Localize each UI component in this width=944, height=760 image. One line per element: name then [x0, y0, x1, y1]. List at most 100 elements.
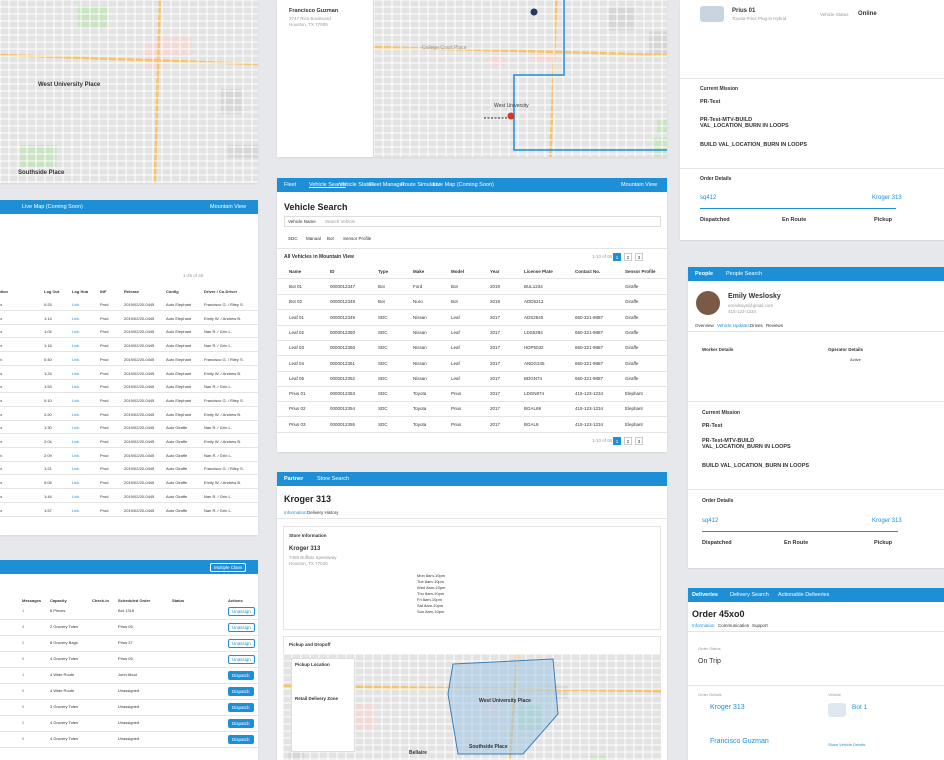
table-cell: 2019/02/20-0445 — [124, 480, 155, 486]
table-cell: 2017 — [490, 375, 501, 381]
table-cell: 2017 — [490, 329, 501, 335]
nav-item[interactable]: Fleet Manager — [369, 182, 405, 188]
page-button[interactable]: 3 — [635, 437, 643, 445]
table-cell: Francisco G. / Riley S. — [204, 356, 244, 362]
page-title: Order 45xo0 — [692, 609, 745, 619]
action-button[interactable]: Unassign — [228, 607, 255, 616]
table-cell: Leaf — [451, 375, 460, 381]
nav-item: Store Search — [317, 476, 350, 482]
tab[interactable]: Delivery History — [307, 510, 339, 515]
column-header: Capacity — [50, 598, 67, 603]
row-divider — [0, 715, 258, 716]
nav-item[interactable]: Live Map (Coming Soon) — [433, 182, 494, 188]
table-cell: 2017 — [490, 421, 501, 427]
row-divider — [277, 431, 667, 433]
scheduled-order: Bot 1318 — [118, 608, 135, 613]
search-input[interactable]: Search Vehicle — [325, 219, 356, 224]
link[interactable]: Show Vehicle Details — [828, 742, 866, 747]
table-cell: Auto Giraffe — [166, 480, 188, 486]
tab[interactable]: Reviews — [766, 323, 784, 328]
message-count: 2 — [22, 720, 25, 725]
step: En Route — [782, 217, 807, 223]
store-hours: Mon 8am-10pm — [417, 573, 446, 578]
table-cell: Link — [72, 466, 80, 472]
name: Francisco Guzman — [289, 8, 339, 14]
column-header: Log Out — [44, 289, 60, 294]
table-cell: SDC — [378, 314, 388, 320]
row-divider — [0, 515, 258, 517]
action-button[interactable]: Unassign — [228, 623, 255, 632]
row-divider — [0, 667, 258, 668]
table-cell: Auto Elephant — [166, 343, 192, 349]
column-header: Check-in — [92, 598, 109, 603]
action-button[interactable]: Unassign — [228, 639, 255, 648]
table-cell: PRN-Fyx — [0, 384, 3, 390]
table-cell: HDP5032 — [524, 345, 544, 351]
table-cell: 2:04 — [44, 439, 52, 444]
page-button[interactable]: 2 — [624, 253, 632, 261]
page-button[interactable]: 2 — [624, 437, 632, 445]
table-cell: Link — [72, 397, 80, 403]
section-title: Vehicle — [828, 692, 841, 697]
table-cell: Link — [72, 302, 80, 307]
scheduled-order: Unassigned — [118, 688, 140, 693]
table-cell: 1:44 — [44, 493, 52, 499]
map-shape — [288, 750, 305, 760]
action-button[interactable]: Dispatch — [228, 671, 254, 680]
nav-item[interactable]: Route Simulator — [401, 182, 441, 188]
row-divider — [0, 405, 258, 407]
tab[interactable]: Overview — [695, 323, 714, 328]
tab[interactable]: Information — [284, 510, 307, 515]
store: Kroger 313 — [872, 518, 902, 524]
filter[interactable]: Bot — [327, 236, 334, 241]
table-cell: 2019/02/20-0445 — [124, 356, 155, 362]
section-title: Order Details — [702, 498, 734, 504]
dropdown[interactable]: Multiple Clans — [210, 563, 247, 572]
table-cell: Prod — [100, 466, 109, 472]
table-cell: Prod — [100, 493, 109, 499]
table-cell: Auto Giraffe — [166, 425, 188, 431]
nav-item[interactable]: Fleet — [284, 182, 297, 188]
action-button[interactable]: Dispatch — [228, 719, 254, 728]
page-button[interactable]: 1 — [613, 437, 621, 445]
action-button[interactable]: Dispatch — [228, 687, 254, 696]
page-button[interactable]: 1 — [613, 253, 621, 261]
nav-item[interactable]: Mountain View — [621, 182, 657, 188]
page-button[interactable]: 3 — [635, 253, 643, 261]
page-title: Vehicle Search — [284, 202, 348, 212]
divider — [277, 278, 667, 279]
table-cell: ANDG345 — [524, 360, 545, 366]
table-cell: Nuro — [413, 299, 423, 305]
table-cell: 0000012347 — [330, 284, 356, 289]
nav-item[interactable]: Vehicle Search — [309, 182, 346, 188]
tab[interactable]: Support — [752, 623, 768, 628]
filter[interactable]: Manual — [306, 236, 321, 241]
table-cell: Prius 01 — [289, 391, 306, 397]
store-hours: Sat 8am-10pm — [417, 603, 444, 608]
row-divider — [0, 419, 258, 421]
table-cell: 2019/02/20-0445 — [124, 302, 155, 307]
table-cell: 1:30 — [44, 425, 52, 431]
table-cell: SDC — [378, 375, 388, 381]
column-header: ID — [330, 269, 335, 274]
pagination: 1-25 of 46 — [183, 273, 204, 278]
action-button[interactable]: Dispatch — [228, 703, 254, 712]
tab[interactable]: Communication — [718, 623, 750, 628]
nav-item[interactable]: Vehicle Status — [339, 182, 374, 188]
filter[interactable]: SDC — [288, 236, 298, 241]
table-cell: PRN-Fyx — [0, 302, 3, 307]
table-cell: 2019/02/20-0445 — [124, 343, 155, 349]
table-cell: 2:09 — [44, 452, 52, 458]
tab[interactable]: Drives — [750, 323, 763, 328]
nav-item: Live Map (Coming Soon) — [22, 204, 83, 210]
row-divider — [277, 385, 667, 387]
map-shape — [608, 7, 636, 31]
action-button[interactable]: Unassign — [228, 655, 255, 664]
table-cell: Giraffe — [625, 329, 639, 335]
tab[interactable]: Vehicle Updates — [717, 323, 750, 328]
table-cell: Giraffe — [625, 314, 639, 320]
table-cell: Nissan — [413, 360, 427, 366]
action-button[interactable]: Dispatch — [228, 735, 254, 744]
filter[interactable]: Sensor Profile — [343, 236, 372, 241]
tab[interactable]: Information — [692, 623, 715, 628]
